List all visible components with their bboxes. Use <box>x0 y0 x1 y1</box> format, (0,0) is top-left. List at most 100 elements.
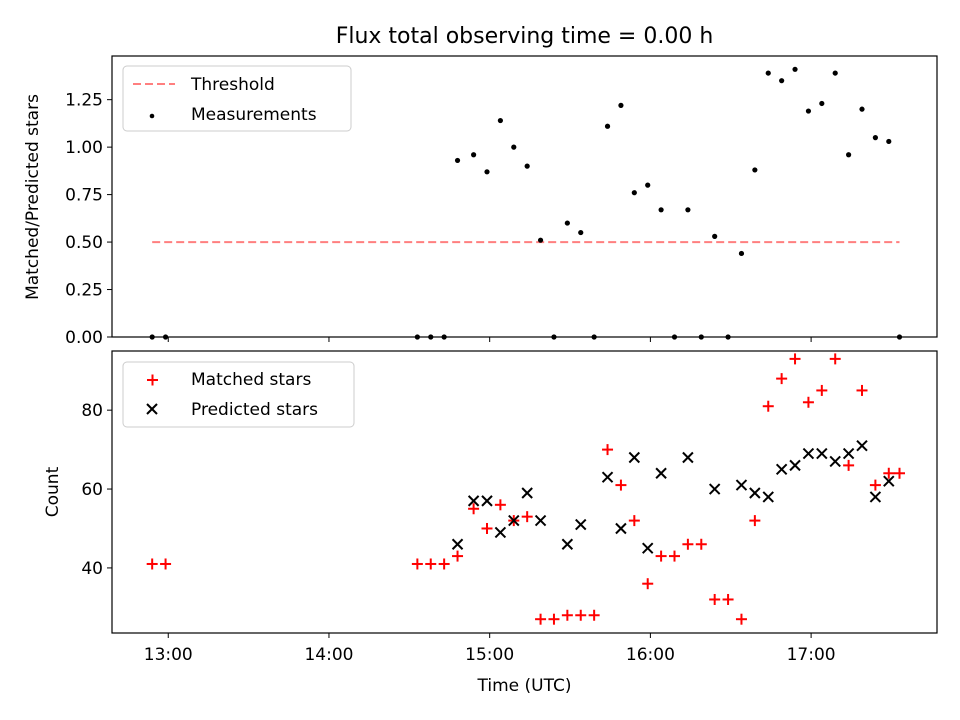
matched-star-marker <box>776 373 788 385</box>
measurement-point <box>484 169 490 175</box>
matched-star-marker <box>722 593 734 605</box>
count-panel: Count Time (UTC) 40 60 80 13:00 14:00 15:00 16… <box>43 350 938 696</box>
marker-stroke <box>856 439 868 452</box>
predicted-star-marker <box>762 491 774 503</box>
ratio-legend: Threshold Measurements <box>122 65 352 132</box>
predicted-star-marker <box>628 451 641 464</box>
matched-star-marker <box>452 550 464 562</box>
matched-star-marker <box>146 558 158 570</box>
matched-star-marker <box>789 353 801 365</box>
measurement-point <box>738 250 745 257</box>
matched-star-marker <box>160 558 172 570</box>
predicted-star-marker <box>655 467 667 479</box>
predicted-star-marker <box>451 538 464 550</box>
predicted-star-marker <box>601 471 614 483</box>
matched-star-marker <box>615 479 627 491</box>
matched-star-marker <box>548 613 560 625</box>
matched-star-marker <box>655 550 667 562</box>
count-plot-area: 40 60 80 13:00 14:00 15:00 16:00 17:00 <box>81 353 905 665</box>
measurement-point <box>645 182 651 188</box>
count-plot-frame <box>111 350 938 634</box>
measurement-point <box>604 123 611 129</box>
marker-stroke <box>615 522 627 535</box>
y-tick-label: 0.25 <box>65 281 103 301</box>
predicted-star-marker <box>816 447 828 460</box>
predicted-star-marker <box>735 479 748 491</box>
y-tick-label: 1.25 <box>65 91 103 111</box>
y-axis-label: Count <box>43 466 63 517</box>
legend-label-measurements: Measurements <box>191 105 317 125</box>
matched-star-marker <box>802 396 814 408</box>
y-tick-label: 0.00 <box>65 328 103 348</box>
predicted-star-marker <box>789 459 801 472</box>
marker-stroke <box>842 447 855 460</box>
legend-label-threshold: Threshold <box>190 75 275 95</box>
predicted-star-marker <box>829 455 841 468</box>
marker-stroke <box>451 538 464 550</box>
predicted-star-marker <box>883 475 895 487</box>
marker-stroke <box>628 451 641 464</box>
measurement-point <box>578 229 584 236</box>
predicted-star-marker <box>708 483 721 495</box>
marker-stroke <box>561 538 574 550</box>
measurement-point <box>846 152 852 158</box>
measurement-point <box>886 138 892 145</box>
measurement-point <box>805 108 812 114</box>
predicted-star-marker <box>521 487 533 499</box>
x-tick-label: 13:00 <box>144 645 193 665</box>
matched-star-marker <box>642 578 654 590</box>
marker-stroke <box>749 487 761 499</box>
matched-star-marker <box>843 459 855 471</box>
measurement-point <box>618 102 624 108</box>
measurement-point <box>564 220 570 226</box>
x-tick-label: 15:00 <box>465 645 514 665</box>
matched-star-marker <box>869 479 881 491</box>
x-tick-label: 17:00 <box>787 645 836 665</box>
y-tick-label: 0.50 <box>65 233 103 253</box>
predicted-star-marker <box>775 463 788 476</box>
marker-stroke <box>534 514 547 527</box>
matched-star-marker <box>695 538 707 550</box>
measurement-point <box>471 152 477 158</box>
marker-stroke <box>575 518 587 531</box>
y-tick-label: 1.00 <box>65 138 103 158</box>
matched-star-marker <box>438 558 450 570</box>
ratio-panel: Flux total observing time = 0.00 h Match… <box>23 24 938 348</box>
measurement-point <box>631 190 637 196</box>
marker-stroke <box>481 495 493 507</box>
measurement-point <box>765 70 771 76</box>
predicted-star-marker <box>575 518 587 531</box>
marker-stroke <box>789 459 801 472</box>
count-legend: Matched stars Predicted stars <box>122 361 355 428</box>
matched-star-marker <box>468 503 480 515</box>
predicted-star-marker <box>869 491 882 503</box>
marker-stroke <box>682 451 694 464</box>
measurement-point <box>454 157 461 164</box>
measurement-point <box>779 78 785 84</box>
matched-star-marker <box>829 353 841 365</box>
matched-star-marker <box>709 593 721 605</box>
marker-stroke <box>775 463 788 476</box>
x-tick-label: 14:00 <box>304 645 353 665</box>
measurement-point <box>832 70 838 76</box>
matched-star-marker <box>894 467 905 479</box>
matched-star-marker <box>602 444 614 456</box>
marker-stroke <box>869 491 882 503</box>
measurements-legend-swatch <box>149 113 155 119</box>
measurement-point <box>537 237 544 243</box>
marker-stroke <box>521 487 533 499</box>
predicted-star-marker <box>494 526 507 539</box>
legend-box <box>122 65 352 132</box>
predicted-star-marker <box>642 542 654 554</box>
predicted-legend-swatch <box>146 403 158 415</box>
measurement-point <box>511 144 517 150</box>
x-tick-label: 16:00 <box>626 645 675 665</box>
matched-star-marker <box>535 613 547 625</box>
matched-star-marker <box>481 522 493 534</box>
matched-star-marker <box>521 511 533 523</box>
marker-stroke <box>708 483 721 495</box>
matched-star-marker <box>411 558 423 570</box>
marker-stroke <box>829 455 841 468</box>
predicted-star-marker <box>534 514 547 527</box>
